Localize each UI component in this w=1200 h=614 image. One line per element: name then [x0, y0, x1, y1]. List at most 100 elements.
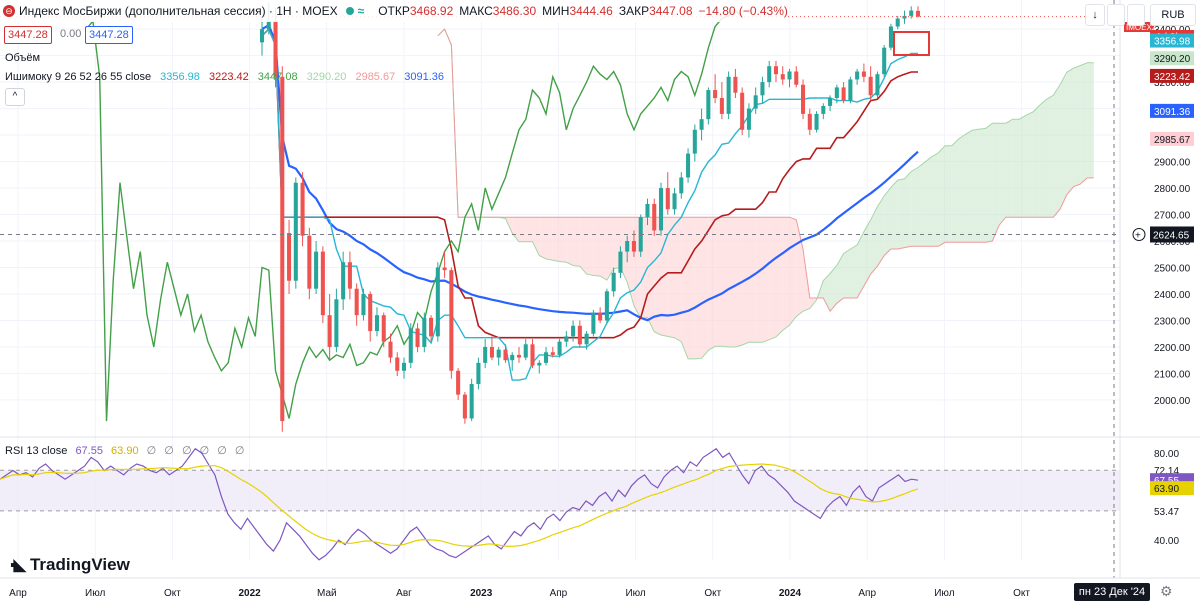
candle-body: [733, 76, 738, 93]
candle-body: [361, 293, 366, 316]
candle-body: [861, 71, 866, 77]
cloud-segment: [728, 217, 736, 347]
crosshair-date-label: пн 23 Дек '24: [1074, 583, 1150, 601]
candle-body: [564, 336, 569, 342]
rsi-ma-value: 63.90: [111, 445, 139, 457]
ichimoku-legend[interactable]: Ишимоку 9 26 52 26 55 close 3356.98 3223…: [5, 71, 450, 83]
chart-header: ⊖ Индекс МосБиржи (дополнительная сессия…: [0, 0, 788, 22]
cloud-segment: [972, 129, 979, 243]
candle-body: [516, 354, 522, 358]
candle-body: [341, 262, 346, 300]
price-tick-label: 2500.00: [1154, 263, 1191, 274]
cloud-segment: [877, 195, 885, 267]
candle-body: [280, 76, 285, 422]
candle-body: [557, 341, 562, 355]
candle-body: [537, 362, 542, 366]
candle-body: [523, 344, 528, 358]
cloud-segment: [606, 217, 614, 281]
rsi-tick-label: 80.00: [1154, 449, 1179, 460]
cloud-segment: [579, 217, 587, 275]
cloud-segment: [870, 206, 878, 275]
cloud-segment: [857, 231, 864, 298]
rsi-pane: 40.00 53.47 72.14 80.00 67.55 63.90: [0, 447, 1194, 561]
currency-select[interactable]: RUB: [1150, 4, 1196, 26]
cloud-segment: [1087, 62, 1094, 178]
candle-body: [821, 105, 826, 114]
price-label-badge: [1150, 131, 1194, 146]
candle-body: [442, 267, 447, 271]
cloud-segment: [1012, 119, 1020, 218]
candle-body: [828, 97, 833, 106]
time-tick-label: Авг: [396, 588, 412, 599]
symbol-title[interactable]: Индекс МосБиржи (дополнительная сессия) …: [19, 4, 338, 18]
candle-body: [672, 193, 677, 210]
buy-price-button[interactable]: 3447.28: [85, 26, 133, 44]
price-tick-label: 3200.00: [1154, 78, 1191, 89]
cloud-segment: [884, 187, 891, 256]
tab-placeholder-button-2[interactable]: [1127, 4, 1145, 26]
candle-body: [388, 341, 393, 358]
chikou-line: [85, 9, 743, 422]
rsi-tick-label: 40.00: [1154, 536, 1179, 547]
time-tick-label: 2024: [779, 588, 802, 599]
close-number: 3447.08: [649, 4, 693, 18]
candle-body: [544, 352, 549, 363]
candle-body: [401, 362, 407, 371]
cloud-segment: [830, 265, 837, 312]
span-a-line: [437, 28, 1094, 360]
cloud-segment: [539, 217, 547, 259]
cloud-segment: [931, 152, 939, 247]
cloud-segment: [985, 123, 993, 243]
cloud-segment: [647, 217, 655, 332]
rsi-value-text: 63.90: [1154, 484, 1179, 495]
time-tick-label: Апр: [9, 588, 27, 599]
cloud-segment: [945, 145, 952, 243]
plus-icon: +: [1135, 230, 1141, 241]
cloud-segment: [512, 217, 519, 242]
high-value: МАКС3486.30: [459, 4, 536, 18]
cloud-segment: [654, 217, 662, 336]
candle-body: [868, 76, 873, 96]
candle-body: [334, 299, 339, 347]
candle-body: [273, 21, 278, 77]
cloud-segment: [1046, 95, 1054, 218]
cloud-segment: [721, 217, 729, 347]
open-number: 3468.92: [409, 4, 454, 18]
cloud-segment: [708, 217, 716, 351]
low-value: МИН3444.46: [542, 4, 613, 18]
candle-body: [814, 113, 819, 130]
time-tick-label: 2023: [470, 588, 493, 599]
candle-body: [882, 47, 887, 75]
rsi-name: RSI 13 close: [5, 445, 68, 457]
candle-body: [875, 74, 880, 96]
candle-body: [719, 97, 724, 114]
rsi-empty-5: ∅: [217, 445, 227, 457]
candle-body: [855, 71, 860, 80]
candle-body: [584, 333, 589, 345]
sell-price-button[interactable]: 3447.28: [4, 26, 52, 44]
rsi-legend[interactable]: RSI 13 close 67.55 63.90 ∅ ∅ ∅ ∅ ∅ ∅: [5, 444, 250, 457]
candle-body: [320, 251, 325, 316]
volume-legend[interactable]: Объём: [5, 52, 41, 64]
price-label-text: 3091.36: [1154, 107, 1191, 118]
rsi-value: 67.55: [75, 445, 103, 457]
cloud-segment: [938, 145, 946, 247]
price-label-text: 3223.42: [1154, 72, 1191, 83]
time-tick-label: Апр: [550, 588, 568, 599]
cloud-segment: [593, 217, 601, 277]
cloud-segment: [701, 217, 709, 359]
tradingview-logo[interactable]: ▪◣ TradingView: [10, 555, 130, 575]
candle-body: [307, 235, 312, 289]
candle-body: [631, 241, 636, 252]
cloud-segment: [688, 217, 695, 359]
candle-body: [449, 270, 454, 371]
candle-body: [692, 129, 697, 154]
time-tick-label: Июл: [934, 588, 954, 599]
collapse-legend-button[interactable]: ^: [5, 88, 25, 106]
gear-icon[interactable]: ⚙: [1160, 583, 1173, 599]
tab-placeholder-button[interactable]: [1107, 4, 1125, 26]
change-value: −14.80 (−0.43%): [698, 4, 788, 18]
time-tick-label: Апр: [858, 588, 876, 599]
scroll-down-button[interactable]: ↓: [1085, 4, 1105, 26]
